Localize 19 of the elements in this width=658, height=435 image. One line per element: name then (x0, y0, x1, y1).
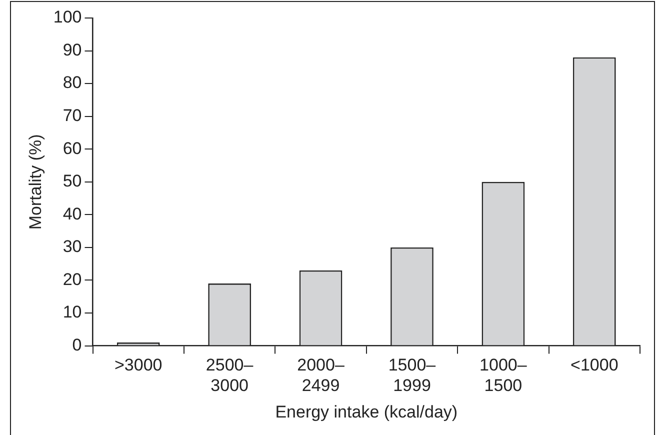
x-tick-label: >3000 (114, 356, 162, 375)
x-tick-label: 1000–1500 (480, 356, 528, 396)
y-axis-title: Mortality (%) (26, 134, 45, 230)
y-tick-label: 80 (62, 73, 82, 92)
y-tick-label: 40 (62, 204, 82, 224)
y-tick-label: 20 (62, 270, 82, 289)
y-tick-label: 70 (62, 106, 82, 126)
x-tick-label: 2000–2499 (297, 356, 345, 396)
y-tick-label: 60 (62, 138, 82, 158)
x-tick-label: 1500–1999 (388, 356, 436, 396)
x-tick-label: 2500–3000 (206, 356, 254, 396)
y-tick-label: 0 (72, 335, 82, 354)
y-tick-label: 100 (53, 8, 82, 27)
y-tick-label: 90 (62, 40, 82, 60)
y-tick-label: 10 (62, 302, 82, 322)
x-axis-title: Energy intake (kcal/day) (275, 402, 458, 422)
x-tick-label: <1000 (570, 356, 618, 375)
y-tick-label: 30 (62, 237, 82, 256)
y-tick-label: 50 (62, 172, 82, 191)
